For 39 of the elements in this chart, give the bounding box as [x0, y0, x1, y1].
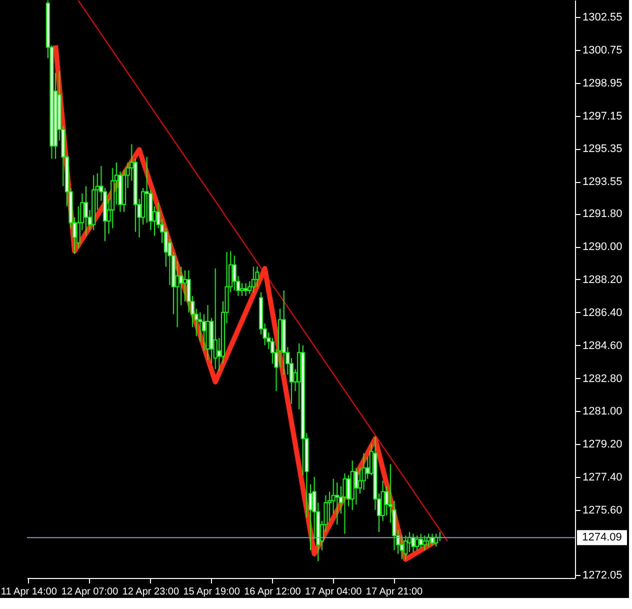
ref-line-label: 1274.09 [582, 532, 622, 544]
y-tick-label: 1282.80 [582, 372, 622, 385]
candlestick [422, 535, 427, 551]
candlestick [362, 452, 366, 490]
y-tick-label: 1291.80 [582, 208, 622, 220]
candlestick [251, 266, 256, 293]
candlestick [354, 467, 358, 505]
y-tick-label: 1275.60 [582, 504, 622, 516]
y-tick-label: 1284.60 [582, 340, 622, 352]
candlestick [179, 266, 184, 306]
x-tick-label: 17 Apr 04:00 [304, 586, 362, 598]
y-tick-label: 1281.00 [582, 406, 622, 418]
x-tick-label: 15 Apr 19:00 [183, 586, 240, 598]
y-tick-label: 1277.40 [582, 472, 622, 484]
y-tick-label: 1293.55 [582, 176, 622, 188]
candlestick [404, 535, 408, 560]
x-tick-label: 12 Apr 23:00 [122, 586, 180, 598]
y-tick-label: 1279.20 [582, 438, 622, 451]
y-tick-label: 1302.55 [582, 12, 622, 24]
y-tick-label: 1295.35 [582, 143, 622, 156]
x-tick-label: 12 Apr 07:00 [61, 586, 119, 598]
candlestick [244, 282, 248, 296]
y-tick-label: 1286.40 [582, 306, 622, 319]
candlestick [213, 268, 218, 370]
candlestick [335, 482, 340, 526]
y-tick-label: 1298.95 [582, 77, 622, 90]
y-tick-label: 1272.05 [582, 569, 622, 582]
x-tick-label: 17 Apr 21:00 [366, 586, 424, 598]
y-tick-label: 1300.75 [582, 44, 622, 56]
candlestick [84, 186, 88, 236]
candlestick [418, 533, 423, 549]
candlestick [202, 314, 206, 352]
y-tick-label: 1290.00 [582, 241, 622, 254]
x-tick-label: 16 Apr 12:00 [244, 586, 302, 598]
y-tick-label: 1288.20 [582, 274, 622, 286]
candlestick [415, 535, 420, 551]
candlestick [240, 282, 244, 296]
y-tick-label: 1297.15 [582, 110, 622, 122]
x-tick-label: 11 Apr 14:00 [0, 586, 58, 598]
